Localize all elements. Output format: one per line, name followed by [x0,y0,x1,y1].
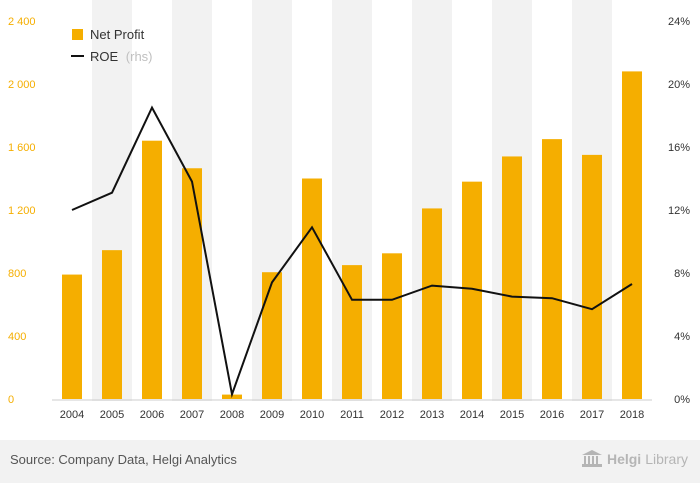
bar-2017 [582,154,602,399]
left-tick-label: 0 [8,394,14,406]
bar-2010 [302,178,322,399]
bar-2014 [462,181,482,399]
bar-2005 [102,250,122,399]
source-text: Source: Company Data, Helgi Analytics [10,452,237,467]
x-tick-label: 2005 [100,409,124,421]
right-axis: 0% 4% 8% 12% 16% 20% 24% [668,16,690,406]
chart: 0 400 800 1 200 1 600 2 000 2 400 0% 4% 8% 12% 16%… [8,0,690,421]
left-tick-label: 1 200 [8,205,36,217]
left-tick-label: 400 [8,331,26,343]
bar-2018 [622,71,642,400]
helgi-library-logo: Helgi Library [581,450,688,468]
x-tick-label: 2016 [540,409,564,421]
x-tick-label: 2013 [420,409,444,421]
x-tick-label: 2010 [300,409,324,421]
x-tick-label: 2011 [340,409,364,421]
bar-2013 [422,208,442,399]
bar-2015 [502,156,522,399]
logo-text-helgi: Helgi [606,451,642,467]
x-tick-label: 2014 [460,409,484,421]
roe-line [71,105,633,399]
right-tick-label: 12% [668,205,690,217]
legend: Net Profit ROE (rhs) [71,27,153,64]
x-tick-label: 2015 [500,409,524,421]
legend-roe-suffix: (rhs) [126,49,153,64]
bar-2016 [542,139,562,399]
right-tick-label: 24% [668,16,690,28]
left-tick-label: 1 600 [8,142,36,154]
x-tick-label: 2008 [220,409,244,421]
bar-2011 [342,265,362,399]
x-tick-label: 2009 [260,409,284,421]
x-tick-label: 2004 [60,409,84,421]
bar-2006 [142,140,162,399]
x-tick-label: 2006 [140,409,164,421]
left-tick-label: 800 [8,268,26,280]
right-tick-label: 8% [674,268,690,280]
logo-text-library: Library [645,451,688,467]
right-tick-label: 20% [668,79,690,91]
building-icon [581,450,602,467]
right-tick-label: 16% [668,142,690,154]
left-tick-label: 2 400 [8,16,36,28]
left-axis: 0 400 800 1 200 1 600 2 000 2 400 [8,16,36,406]
footer: Source: Company Data, Helgi Analytics He… [0,440,700,483]
legend-roe-name: ROE [90,49,119,64]
x-tick-label: 2017 [580,409,604,421]
legend-label-net-profit: Net Profit [90,27,145,42]
x-axis: 2004 2005 2006 2007 2008 2009 2010 2011 2012 2013… [52,399,652,421]
x-tick-label: 2007 [180,409,204,421]
bar-2012 [382,253,402,399]
right-tick-label: 4% [674,331,690,343]
legend-label-roe: ROE (rhs) [90,49,153,64]
right-tick-label: 0% [674,394,690,406]
x-tick-label: 2012 [380,409,404,421]
x-tick-label: 2018 [620,409,644,421]
legend-swatch-net-profit [72,29,83,40]
bar-2004 [62,274,82,399]
left-tick-label: 2 000 [8,79,36,91]
line-series-roe [71,105,633,399]
bar-2009 [262,272,282,399]
bar-2007 [182,168,202,399]
